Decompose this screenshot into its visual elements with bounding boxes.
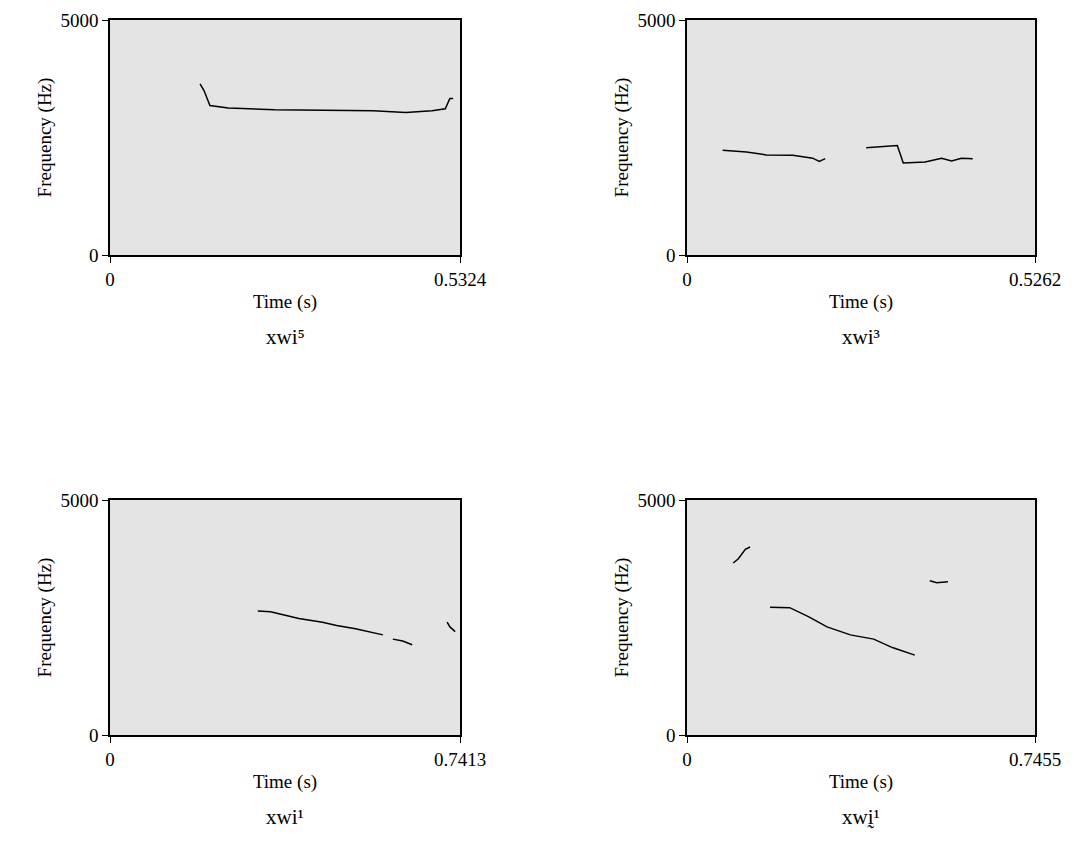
svg-text:0: 0 bbox=[105, 269, 115, 290]
svg-text:Time (s): Time (s) bbox=[253, 771, 317, 793]
svg-text:Frequency (Hz): Frequency (Hz) bbox=[611, 558, 633, 678]
svg-text:0: 0 bbox=[89, 245, 99, 266]
svg-text:0: 0 bbox=[682, 749, 692, 770]
svg-text:Time (s): Time (s) bbox=[829, 291, 893, 313]
svg-text:5000: 5000 bbox=[60, 10, 98, 31]
svg-text:xwi⁵: xwi⁵ bbox=[266, 325, 305, 349]
svg-text:0.7455: 0.7455 bbox=[1009, 749, 1061, 770]
svg-text:Frequency (Hz): Frequency (Hz) bbox=[611, 78, 633, 198]
svg-text:5000: 5000 bbox=[60, 490, 98, 511]
svg-text:0: 0 bbox=[666, 245, 676, 266]
svg-text:0: 0 bbox=[89, 725, 99, 746]
svg-text:Frequency (Hz): Frequency (Hz) bbox=[34, 558, 56, 678]
svg-text:xwḭ¹: xwḭ¹ bbox=[842, 805, 880, 829]
svg-text:0.7413: 0.7413 bbox=[434, 749, 486, 770]
svg-text:0: 0 bbox=[105, 749, 115, 770]
svg-text:0: 0 bbox=[666, 725, 676, 746]
svg-text:5000: 5000 bbox=[637, 490, 675, 511]
svg-text:0.5324: 0.5324 bbox=[434, 269, 487, 290]
svg-text:xwi¹: xwi¹ bbox=[266, 805, 304, 829]
svg-text:0: 0 bbox=[682, 269, 692, 290]
svg-text:xwi³: xwi³ bbox=[842, 325, 880, 349]
svg-text:Time (s): Time (s) bbox=[253, 291, 317, 313]
svg-text:Frequency (Hz): Frequency (Hz) bbox=[34, 78, 56, 198]
svg-text:0.5262: 0.5262 bbox=[1009, 269, 1061, 290]
svg-text:5000: 5000 bbox=[637, 10, 675, 31]
svg-text:Time (s): Time (s) bbox=[829, 771, 893, 793]
